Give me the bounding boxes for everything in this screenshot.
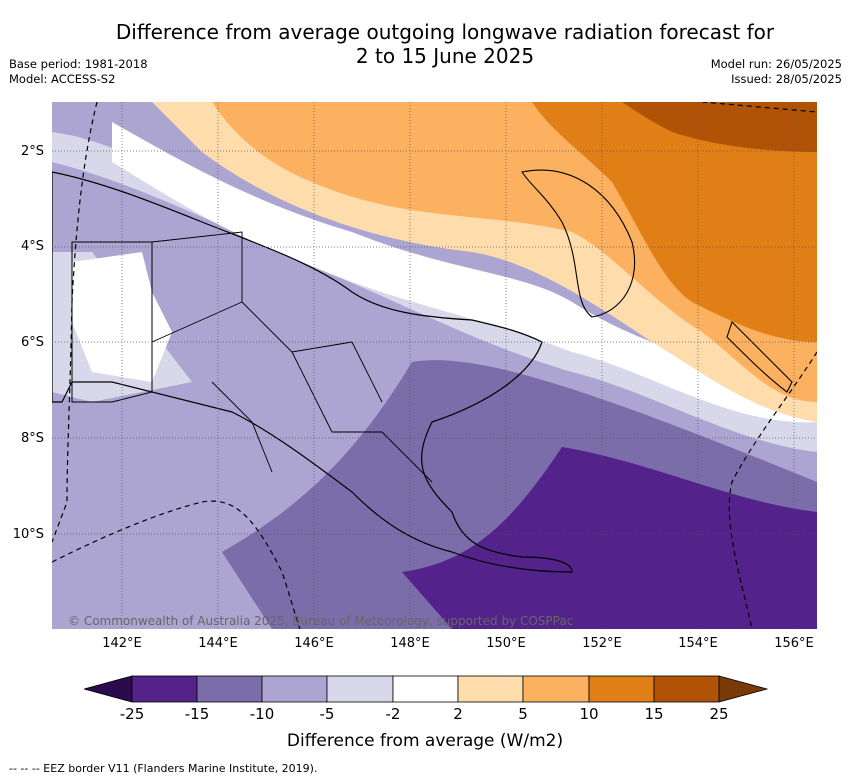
lat-label-2s: 2°S — [20, 144, 44, 159]
colorbar-m2-p2 — [392, 675, 459, 703]
lon-label-150e: 150°E — [486, 636, 526, 651]
colorbar-arrow-low — [84, 675, 133, 703]
lon-label-154e: 154°E — [678, 636, 718, 651]
lon-label-148e: 148°E — [390, 636, 430, 651]
map-canvas — [52, 102, 817, 629]
new-britain-coastline — [521, 169, 636, 318]
lon-label-152e: 152°E — [582, 636, 622, 651]
lon-label-144e: 144°E — [198, 636, 238, 651]
colorbar — [84, 675, 768, 703]
cb-tick: -2 — [385, 705, 401, 723]
cb-tick: -15 — [184, 705, 210, 723]
lat-label-4s: 4°S — [20, 239, 44, 254]
graticule — [52, 102, 817, 629]
cb-tick: 25 — [709, 705, 729, 723]
region-m2-p2 — [112, 122, 817, 423]
map-title: Difference from average outgoing longwav… — [0, 20, 850, 68]
base-period-text: Base period: 1981-2018 — [9, 57, 148, 71]
region-m2-p2-west — [72, 252, 172, 382]
lat-label-8s: 8°S — [20, 431, 44, 446]
colorbar-m25-m15 — [131, 675, 198, 703]
colorbar-arrow-high — [718, 675, 768, 703]
border-line — [71, 241, 153, 403]
model-run-text: Model run: 26/05/2025 — [710, 57, 842, 71]
meta-right: Model run: 26/05/2025 Issued: 28/05/2025 — [711, 57, 842, 87]
lon-label-142e: 142°E — [102, 636, 142, 651]
title-line-1: Difference from average outgoing longwav… — [115, 20, 775, 44]
cb-tick: 2 — [453, 705, 463, 723]
cb-tick: -25 — [119, 705, 145, 723]
region-p10-p15 — [532, 102, 817, 342]
colorbar-label: Difference from average (W/m2) — [286, 731, 564, 751]
meta-left: Base period: 1981-2018 Model: ACCESS-S2 — [9, 57, 148, 87]
colorbar-p2-p5 — [457, 675, 524, 703]
eez-legend-note: -- -- -- EEZ border V11 (Flanders Marine… — [9, 762, 318, 775]
model-text: Model: ACCESS-S2 — [9, 72, 116, 86]
lon-label-156e: 156°E — [774, 636, 814, 651]
new-guinea-coastline — [52, 171, 573, 573]
copyright-text: © Commonwealth of Australia 2025, Bureau… — [68, 614, 574, 628]
lat-label-10s: 10°S — [12, 527, 44, 542]
issued-text: Issued: 28/05/2025 — [731, 72, 842, 86]
eez-borders — [52, 102, 817, 629]
region-p15-p25 — [622, 102, 817, 152]
colorbar-m5-m2 — [326, 675, 394, 703]
cb-tick: 15 — [644, 705, 664, 723]
province-borders — [151, 231, 433, 483]
lat-label-6s: 6°S — [20, 335, 44, 350]
cb-tick: -5 — [319, 705, 335, 723]
region-m25-m15 — [402, 447, 817, 629]
cb-tick: -10 — [249, 705, 275, 723]
colorbar-p15-p25 — [653, 675, 720, 703]
colorbar-p5-p10 — [522, 675, 590, 703]
cb-tick: 5 — [518, 705, 528, 723]
colorbar-m10-m5 — [261, 675, 328, 703]
colorbar-m15-m10 — [196, 675, 263, 703]
colorbar-p10-p15 — [588, 675, 655, 703]
title-line-2: 2 to 15 June 2025 — [355, 44, 535, 68]
cb-tick: 10 — [579, 705, 599, 723]
lon-label-146e: 146°E — [294, 636, 334, 651]
